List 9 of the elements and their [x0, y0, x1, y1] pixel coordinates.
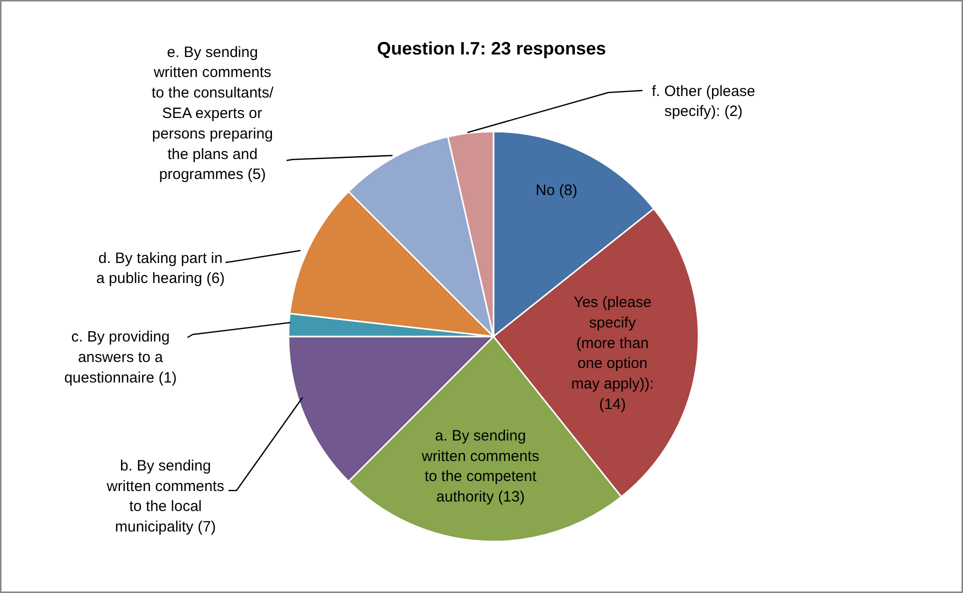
slice-label: d. By taking part in a public hearing (6) [96, 250, 225, 288]
slice-label: b. By sending written comments to the local municipality (7) [106, 457, 224, 536]
slice-label: c. By providing answers to a questionnaire (1) [64, 328, 177, 386]
slice-label: No (8) [536, 182, 578, 199]
slice-label: Yes (please specify (more than one option may apply)): (14) [571, 294, 654, 413]
chart-title: Question I.7: 23 responses [376, 38, 606, 58]
slice-label: f. Other (please specify): (2) [652, 82, 756, 120]
slice-label: a. By sending written comments to the competent authority (13) [420, 427, 540, 506]
slice-label: e. By sending written comments to the consultants/ SEA experts or persons preparing the plans and programmes (5) [152, 44, 274, 184]
